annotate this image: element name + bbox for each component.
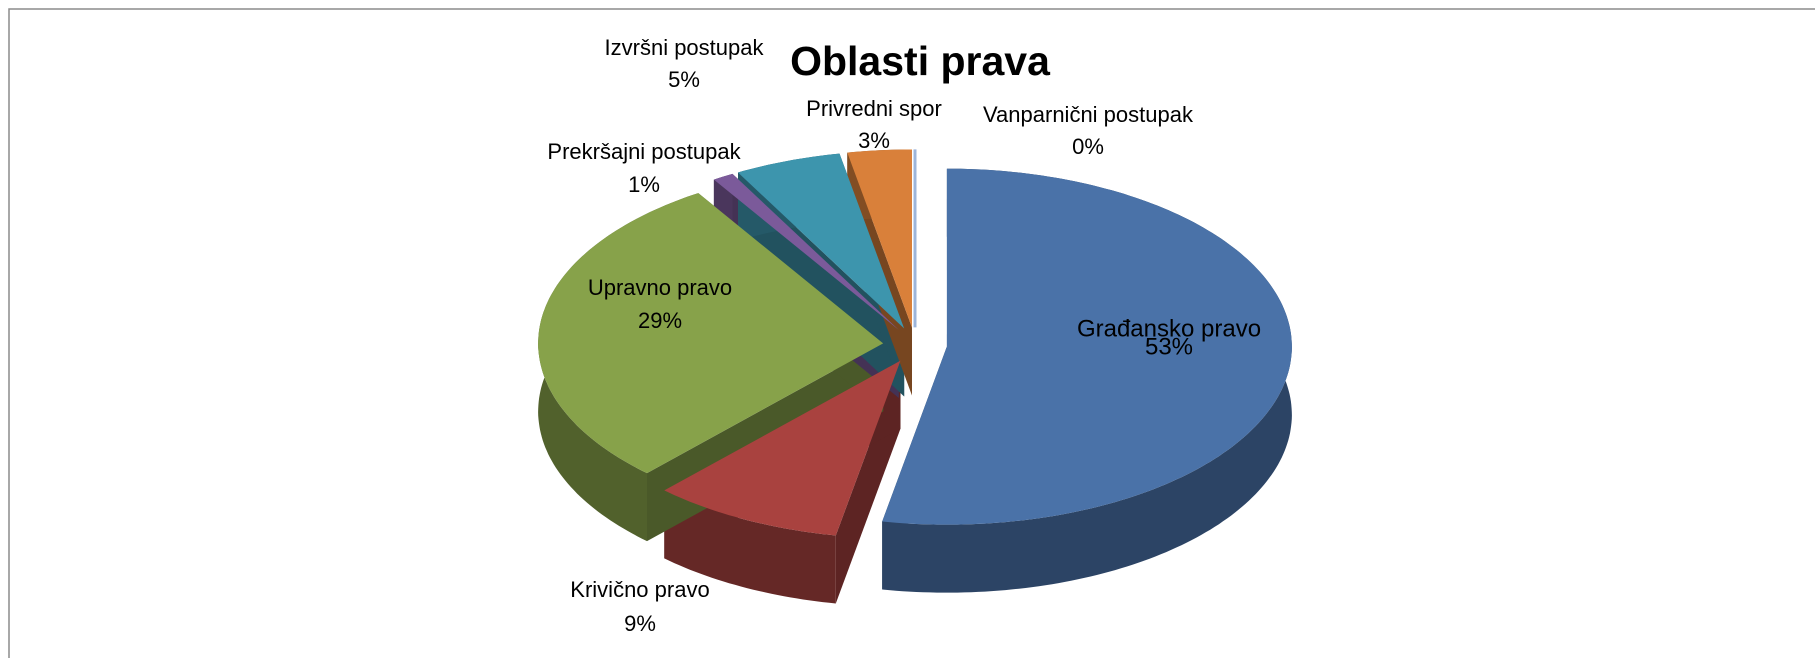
slice-value-label: 5% bbox=[668, 67, 700, 92]
slice-label: Građansko pravo bbox=[1077, 315, 1261, 342]
slice-label: Krivično pravo bbox=[570, 577, 709, 602]
chart-frame bbox=[8, 8, 1815, 658]
slice bbox=[847, 149, 912, 328]
chart-title: Oblasti prava bbox=[790, 38, 1051, 84]
slice-tops bbox=[538, 149, 1292, 536]
slice bbox=[882, 168, 1292, 525]
slice bbox=[713, 173, 899, 330]
slice bbox=[664, 360, 901, 536]
slice-label: Prekršajni postupak bbox=[547, 139, 741, 164]
slice-label: Vanparnični postupak bbox=[983, 102, 1194, 127]
slice-label: Izvršni postupak bbox=[605, 35, 765, 60]
slice-wall bbox=[664, 490, 836, 604]
slice-label: Privredni spor bbox=[806, 96, 942, 121]
slice-value-label: 1% bbox=[628, 172, 660, 197]
slice-label: Upravno pravo bbox=[588, 275, 732, 300]
slice-value-label: 3% bbox=[858, 128, 890, 153]
slice-value-label: 0% bbox=[1072, 134, 1104, 159]
slice bbox=[538, 193, 884, 474]
slice bbox=[738, 153, 905, 329]
slice-value-label: 9% bbox=[624, 611, 656, 636]
slice-value-label: 53% bbox=[1145, 333, 1193, 360]
slice-value-label: 29% bbox=[638, 308, 682, 333]
